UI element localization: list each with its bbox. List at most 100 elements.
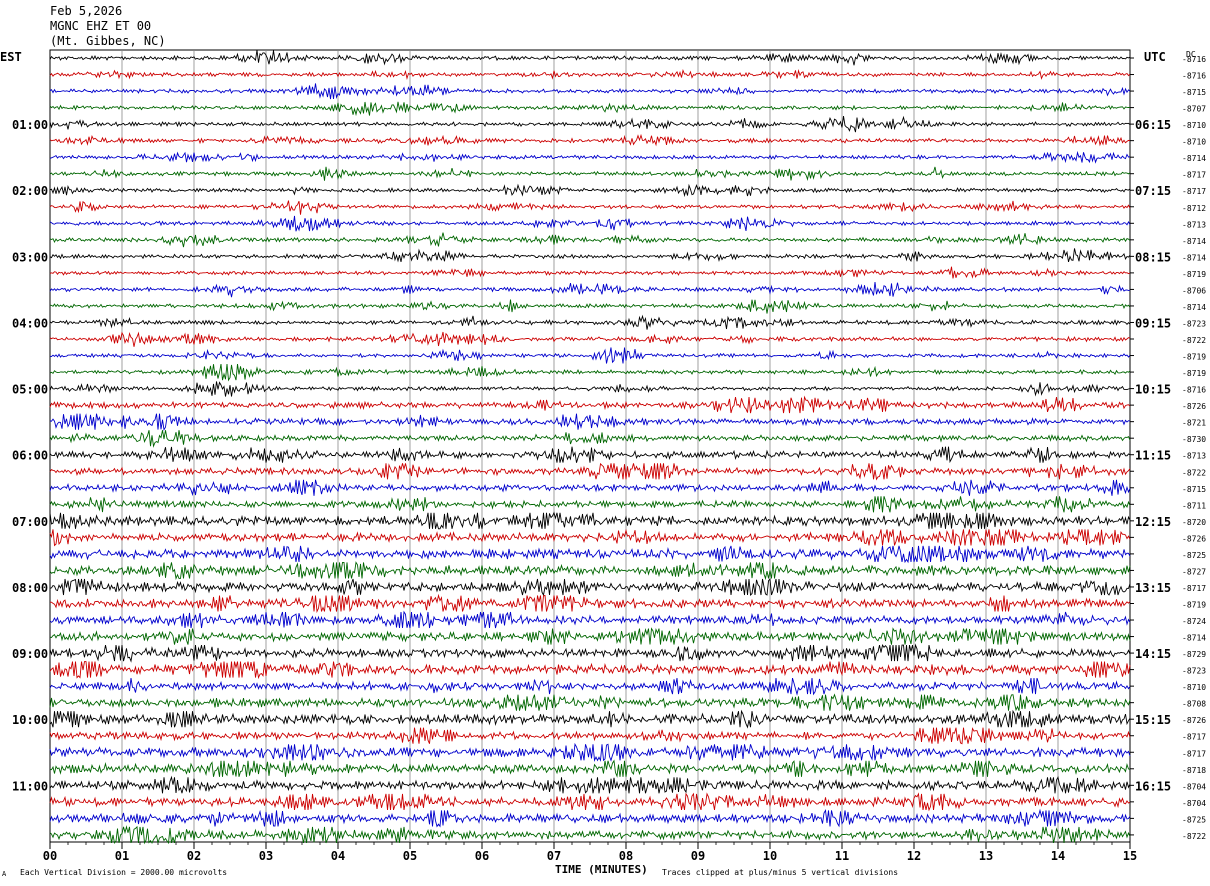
- seismic-trace: [49, 577, 1131, 597]
- right-hour-label: 09:15: [1135, 316, 1171, 330]
- dc-offset-label: -8722: [1182, 468, 1206, 477]
- left-timezone-label: EST: [0, 50, 22, 64]
- dc-offset-label: -8715: [1182, 88, 1206, 97]
- seismic-trace: [49, 49, 1131, 66]
- left-hour-label: 06:00: [12, 449, 48, 463]
- dc-offset-label: -8713: [1182, 220, 1206, 229]
- dc-offset-label: -8704: [1182, 799, 1206, 808]
- seismic-trace: [49, 133, 1131, 147]
- seismic-trace: [49, 561, 1131, 581]
- right-hour-label: 14:15: [1135, 647, 1171, 661]
- dc-offset-label: -8726: [1182, 716, 1206, 725]
- x-axis-label: TIME (MINUTES): [555, 863, 648, 876]
- dc-offset-label: -8710: [1182, 138, 1206, 147]
- x-tick-label: 03: [259, 849, 273, 863]
- x-tick-label: 08: [619, 849, 633, 863]
- seismic-trace: [49, 413, 1131, 432]
- corner-mark: A: [2, 870, 7, 878]
- seismic-trace: [49, 299, 1131, 314]
- x-tick-label: 10: [763, 849, 777, 863]
- dc-offset-label: -8707: [1182, 105, 1206, 114]
- seismic-trace: [49, 347, 1131, 364]
- dc-offset-label: -8716: [1182, 386, 1206, 395]
- left-hour-label: 01:00: [12, 118, 48, 132]
- seismic-trace: [49, 545, 1131, 564]
- x-tick-label: 07: [547, 849, 561, 863]
- right-hour-label: 07:15: [1135, 184, 1171, 198]
- seismic-trace: [49, 381, 1131, 397]
- dc-offset-label: -8719: [1182, 270, 1206, 279]
- dc-offset-label: -8729: [1182, 650, 1206, 659]
- seismic-trace: [49, 364, 1131, 382]
- left-hour-label: 07:00: [12, 515, 48, 529]
- header-station: MGNC EHZ ET 00: [50, 19, 152, 33]
- header-location: (Mt. Gibbes, NC): [50, 34, 166, 48]
- dc-offset-label: -8717: [1182, 733, 1206, 742]
- dc-offset-label: -8717: [1182, 171, 1206, 180]
- dc-offset-label: -8725: [1182, 815, 1206, 824]
- seismic-trace: [49, 314, 1131, 330]
- right-hour-label: 10:15: [1135, 383, 1171, 397]
- x-tick-label: 13: [979, 849, 993, 863]
- seismic-trace: [49, 430, 1131, 448]
- dc-offset-label: -8710: [1182, 683, 1206, 692]
- x-tick-label: 05: [403, 849, 417, 863]
- dc-offset-label: -8726: [1182, 534, 1206, 543]
- dc-offset-label: -8706: [1182, 286, 1206, 295]
- seismic-trace: [49, 68, 1131, 80]
- seismic-trace: [49, 446, 1131, 464]
- seismic-trace: [49, 115, 1131, 133]
- dc-offset-label: -8723: [1182, 319, 1206, 328]
- seismic-trace: [49, 709, 1131, 729]
- dc-offset-label: -8713: [1182, 452, 1206, 461]
- x-tick-label: 11: [835, 849, 849, 863]
- seismic-trace: [49, 83, 1131, 100]
- dc-offset-label: -8714: [1182, 634, 1206, 643]
- seismic-trace: [49, 775, 1131, 794]
- right-hour-label: 06:15: [1135, 118, 1171, 132]
- left-hour-label: 10:00: [12, 713, 48, 727]
- dc-offset-label: -8714: [1182, 154, 1206, 163]
- seismic-trace: [49, 693, 1131, 712]
- dc-offset-label: -8724: [1182, 617, 1206, 626]
- seismic-trace: [49, 331, 1131, 347]
- dc-offset-label: -8716: [1182, 72, 1206, 81]
- left-hour-label: 11:00: [12, 779, 48, 793]
- dc-offset-label: -8708: [1182, 700, 1206, 709]
- seismic-trace: [49, 395, 1131, 414]
- seismic-trace: [49, 166, 1131, 182]
- seismic-trace: [49, 610, 1131, 629]
- right-hour-label: 13:15: [1135, 581, 1171, 595]
- seismic-trace: [49, 808, 1131, 828]
- dc-offset-label: -8714: [1182, 303, 1206, 312]
- dc-offset-label: -8730: [1182, 435, 1206, 444]
- seismic-trace: [49, 266, 1131, 279]
- left-hour-label: 05:00: [12, 383, 48, 397]
- x-tick-label: 15: [1123, 849, 1137, 863]
- right-hour-label: 15:15: [1135, 713, 1171, 727]
- seismic-trace: [49, 248, 1131, 263]
- seismic-trace: [49, 677, 1131, 696]
- seismic-trace: [49, 759, 1131, 778]
- seismic-trace: [49, 643, 1131, 663]
- seismic-trace: [49, 232, 1131, 248]
- left-hour-label: 03:00: [12, 250, 48, 264]
- dc-offset-label: -8715: [1182, 485, 1206, 494]
- right-timezone-label: UTC: [1144, 50, 1166, 64]
- dc-offset-label: -8716: [1182, 55, 1206, 64]
- right-hour-label: 11:15: [1135, 449, 1171, 463]
- seismic-trace: [49, 727, 1131, 745]
- seismic-trace: [49, 479, 1131, 497]
- dc-offset-label: -8719: [1182, 600, 1206, 609]
- dc-offset-label: -8726: [1182, 402, 1206, 411]
- seismic-trace: [50, 593, 1131, 614]
- dc-offset-label: -8717: [1182, 584, 1206, 593]
- x-tick-label: 02: [187, 849, 201, 863]
- x-tick-label: 12: [907, 849, 921, 863]
- x-tick-label: 09: [691, 849, 705, 863]
- dc-offset-label: -8725: [1182, 551, 1206, 560]
- left-hour-label: 04:00: [12, 316, 48, 330]
- seismic-trace: [49, 742, 1131, 762]
- scale-note: Each Vertical Division = 2000.00 microvo…: [20, 868, 228, 877]
